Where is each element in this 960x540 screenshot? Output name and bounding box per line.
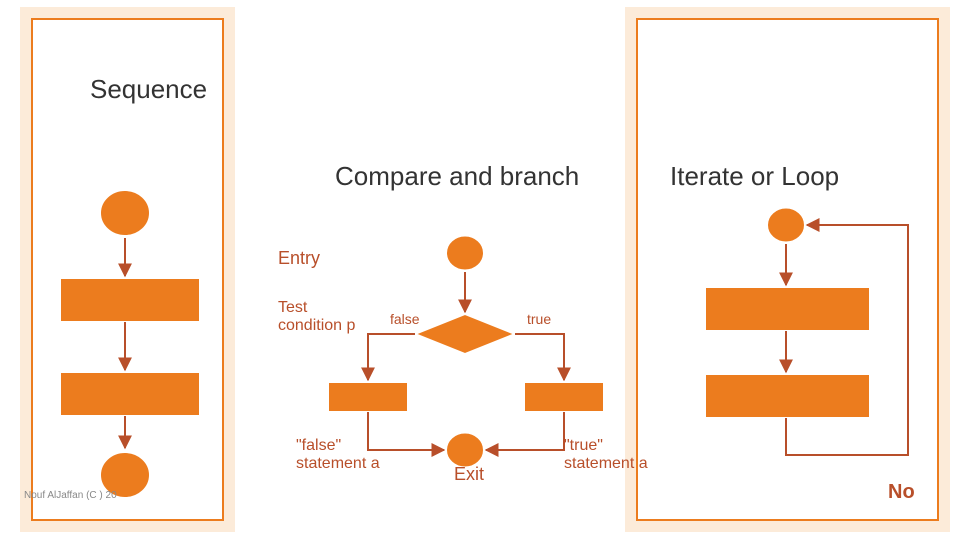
loop-no-label: No bbox=[888, 481, 915, 503]
flow-label: Entry bbox=[278, 248, 320, 268]
flow-label: true bbox=[527, 311, 551, 327]
flow-label: false bbox=[390, 311, 420, 327]
section-title: Compare and branch bbox=[335, 161, 579, 191]
flow-label: Testcondition p bbox=[278, 299, 355, 334]
flow-process bbox=[328, 382, 408, 412]
flow-terminal bbox=[767, 208, 805, 243]
flow-label: Exit bbox=[454, 464, 484, 484]
footer-credit: Nouf AlJaffan (C ) 20 bbox=[24, 490, 117, 501]
flow-process bbox=[524, 382, 604, 412]
panel-inner bbox=[637, 19, 938, 520]
section-title: Iterate or Loop bbox=[670, 161, 839, 191]
flow-process bbox=[705, 374, 870, 418]
flow-arrow bbox=[486, 412, 564, 450]
flow-arrow bbox=[368, 412, 444, 450]
flow-decision bbox=[415, 314, 515, 354]
flow-process bbox=[60, 372, 200, 416]
flow-arrow bbox=[515, 334, 564, 380]
flow-process bbox=[705, 287, 870, 331]
flow-terminal bbox=[446, 236, 484, 271]
flow-terminal bbox=[446, 433, 484, 468]
flow-arrow bbox=[368, 334, 415, 380]
flow-terminal bbox=[100, 190, 150, 236]
flow-process bbox=[60, 278, 200, 322]
diagram-canvas: Sequence Compare and branch Iterate or Loo… bbox=[0, 0, 960, 540]
section-title: Sequence bbox=[90, 74, 207, 104]
